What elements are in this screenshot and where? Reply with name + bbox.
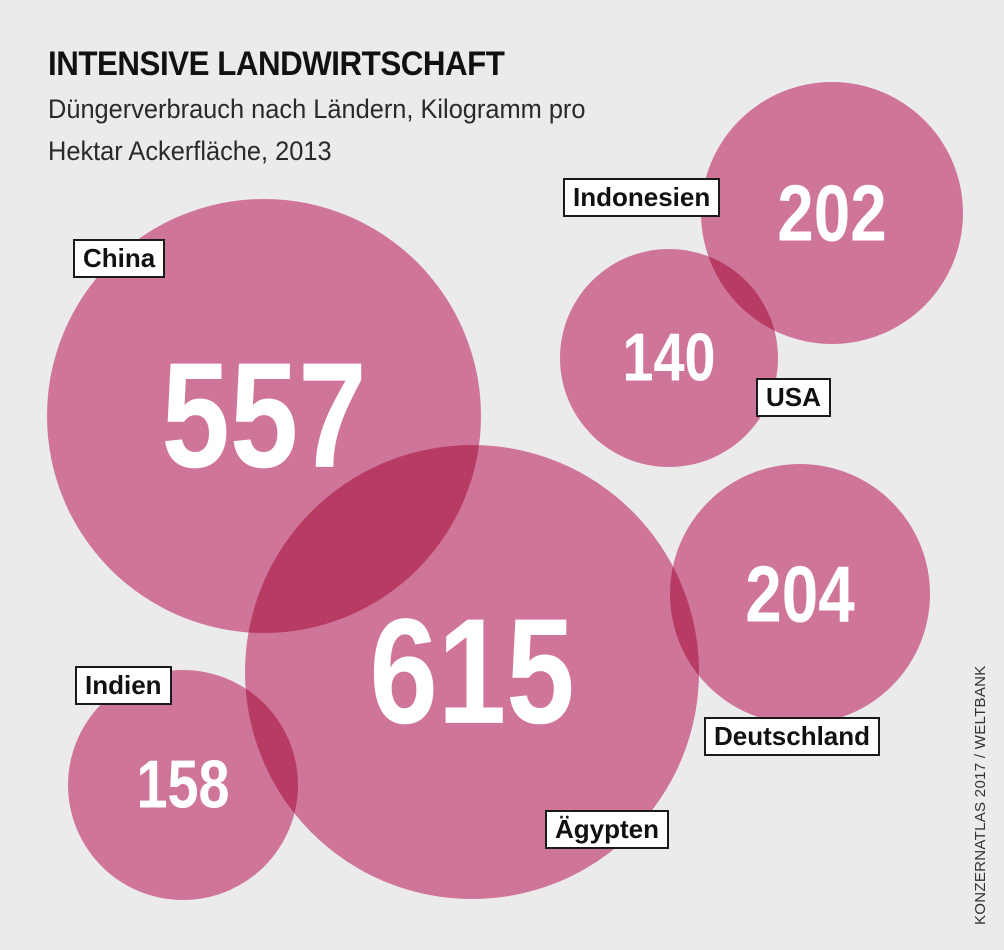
bubble-layer [47, 82, 963, 900]
bubble-usa [560, 249, 778, 467]
value-label-usa: 140 [622, 320, 715, 395]
chart-title: INTENSIVE LANDWIRTSCHAFT [48, 45, 505, 83]
value-label-deutschland: 204 [745, 549, 855, 639]
country-label-indonesien: Indonesien [563, 178, 721, 217]
country-label-usa: USA [756, 378, 831, 417]
value-label-aegypten: 615 [369, 588, 574, 755]
value-label-indien: 158 [136, 747, 229, 822]
bubble-indonesien [701, 82, 963, 344]
country-label-indien: Indien [75, 666, 172, 705]
value-label-indonesien: 202 [777, 168, 886, 258]
bubble-aegypten [245, 445, 699, 899]
country-label-aegypten: Ägypten [545, 810, 669, 849]
source-credit: KONZERNATLAS 2017 / WELTBANK [972, 665, 989, 925]
bubble-deutschland [670, 464, 930, 724]
bubble-indien [68, 670, 298, 900]
chart-subtitle: Düngerverbrauch nach Ländern, Kilogramm … [48, 94, 586, 166]
value-label-china: 557 [161, 332, 366, 499]
country-label-china: China [73, 239, 166, 278]
country-label-deutschland: Deutschland [704, 717, 881, 756]
